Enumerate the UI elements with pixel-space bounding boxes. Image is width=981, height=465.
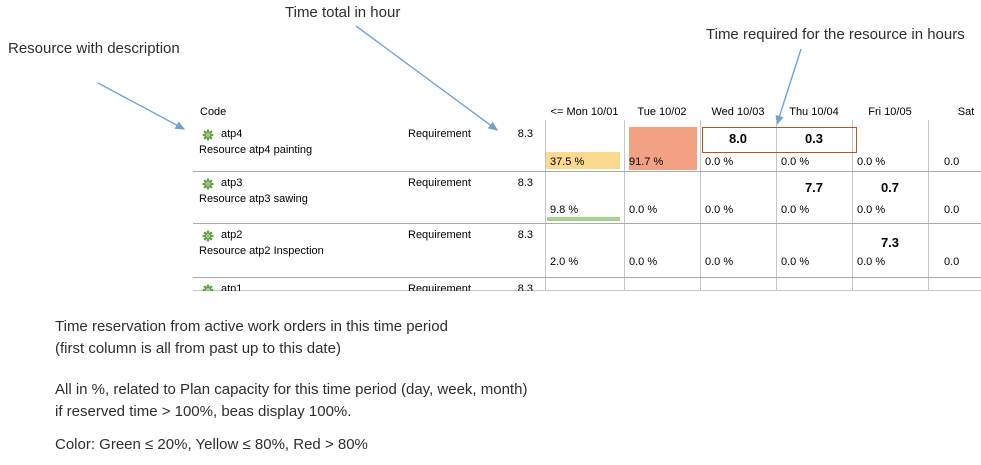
resource-gear-icon [202, 283, 214, 291]
column-header-mon: <= Mon 10/01 [550, 106, 619, 118]
required-hours: 7.3 [880, 235, 900, 250]
day-cell-sat[interactable]: 0.0 [928, 171, 981, 223]
total-hours: 8.3 [517, 229, 533, 241]
utilization-fill-red [629, 127, 697, 170]
day-cell-fri[interactable]: 7.3 0.0 % [852, 223, 928, 277]
utilization-percent: 0.0 % [857, 256, 886, 268]
required-hours: 0.3 [804, 131, 824, 146]
utilization-percent: 0.0 % [629, 256, 658, 268]
column-header-sat: Sat [957, 106, 975, 118]
day-cell-thu[interactable]: 0.0 % [776, 223, 852, 277]
utilization-percent: 0.0 [944, 256, 960, 268]
table-row-atp4[interactable]: atp4 Requirement 8.3 Resource atp4 paint… [193, 122, 981, 171]
required-hours: 0.7 [880, 180, 900, 195]
annotation-time-required: Time required for the resource in hours [706, 26, 965, 43]
utilization-percent: 0.0 % [781, 156, 810, 168]
day-cell-fri[interactable]: 0.7 0.0 % [852, 171, 928, 223]
day-cell-tue[interactable]: 91.7 % [624, 122, 700, 171]
day-cell-wed[interactable]: 0.0 % [700, 223, 776, 277]
table-row-atp2[interactable]: atp2 Requirement 8.3 Resource atp2 Inspe… [193, 223, 981, 277]
note-line: (first column is all from past up to thi… [55, 340, 341, 357]
grid-hline [193, 171, 981, 172]
utilization-percent: 0.0 % [705, 204, 734, 216]
arrow-resource-icon [97, 82, 186, 130]
grid-vline [624, 120, 625, 290]
utilization-percent: 0.0 % [629, 204, 658, 216]
utilization-percent: 0.0 [944, 204, 960, 216]
resource-code: atp2 [221, 229, 243, 241]
day-cell-tue[interactable]: 0.0 % [624, 223, 700, 277]
required-hours: 8.0 [728, 131, 748, 146]
resource-gear-icon [202, 128, 214, 141]
total-hours: 8.3 [517, 177, 533, 189]
grid-hline [193, 290, 981, 291]
required-hours: 7.7 [804, 180, 824, 195]
resource-gear-icon [202, 229, 214, 242]
grid-hline [193, 223, 981, 224]
utilization-percent: 91.7 % [629, 156, 664, 168]
utilization-fill-yellow [546, 152, 620, 169]
grid-hline [193, 277, 981, 278]
hours-callout-box [702, 127, 857, 153]
annotation-time-total-in-hour: Time total in hour [285, 4, 401, 21]
utilization-percent: 37.5 % [550, 156, 585, 168]
resource-code: atp1 [221, 283, 243, 291]
note-line: All in %, related to Plan capacity for t… [55, 381, 528, 398]
day-cell-mon[interactable]: 2.0 % [545, 223, 624, 277]
utilization-percent: 0.0 % [705, 256, 734, 268]
utilization-percent: 0.0 [944, 156, 960, 168]
utilization-percent: 0.0 % [857, 156, 886, 168]
note-line: Time reservation from active work orders… [55, 318, 448, 335]
day-cell-wed[interactable]: 0.0 % [700, 171, 776, 223]
resource-description: Resource atp2 Inspection [199, 245, 324, 257]
resource-description: Resource atp3 sawing [199, 193, 308, 205]
requirement-label: Requirement [408, 229, 471, 241]
column-header-wed: Wed 10/03 [711, 106, 765, 118]
utilization-bar-green [547, 217, 620, 221]
day-cell-sat[interactable]: 0.0 [928, 223, 981, 277]
day-cell-fri[interactable]: 0.0 % [852, 122, 928, 171]
annotation-resource-with-description: Resource with description [8, 40, 180, 57]
grid-vline [545, 120, 546, 290]
grid-vline [700, 120, 701, 290]
utilization-percent: 0.0 % [705, 156, 734, 168]
total-hours: 8.3 [517, 128, 533, 140]
day-cell-wed[interactable]: 8.0 0.0 % [700, 122, 776, 171]
note-line: Color: Green ≤ 20%, Yellow ≤ 80%, Red > … [55, 436, 368, 453]
day-cell-thu[interactable]: 0.3 0.0 % [776, 122, 852, 171]
utilization-percent: 2.0 % [550, 256, 579, 268]
resource-code: atp4 [221, 128, 243, 140]
utilization-percent: 0.0 % [781, 256, 810, 268]
column-header-tue: Tue 10/02 [637, 106, 687, 118]
column-header-thu: Thu 10/04 [789, 106, 839, 118]
utilization-percent: 9.8 % [550, 204, 579, 216]
grid-vline [776, 120, 777, 290]
requirement-label: Requirement [408, 128, 471, 140]
grid-vline [928, 120, 929, 290]
column-header-code: Code [200, 106, 227, 118]
utilization-percent: 0.0 % [781, 204, 810, 216]
table-row-atp3[interactable]: atp3 Requirement 8.3 Resource atp3 sawin… [193, 171, 981, 223]
arrow-time-total-icon [355, 25, 499, 131]
day-cell-tue[interactable]: 0.0 % [624, 171, 700, 223]
table-row-atp1[interactable]: atp1 Requirement 8.3 [193, 277, 981, 291]
note-line: if reserved time > 100%, beas display 10… [55, 403, 352, 420]
utilization-percent: 0.0 % [857, 204, 886, 216]
resource-gear-icon [202, 177, 214, 190]
day-cell-mon[interactable]: 37.5 % [545, 122, 624, 171]
day-cell-sat[interactable]: 0.0 [928, 122, 981, 171]
day-cell-mon[interactable]: 9.8 % [545, 171, 624, 223]
column-header-fri: Fri 10/05 [868, 106, 912, 118]
requirement-label: Requirement [408, 283, 471, 291]
resource-description: Resource atp4 painting [199, 144, 313, 156]
grid-vline [852, 120, 853, 290]
day-cell-thu[interactable]: 7.7 0.0 % [776, 171, 852, 223]
requirement-label: Requirement [408, 177, 471, 189]
resource-code: atp3 [221, 177, 243, 189]
total-hours: 8.3 [517, 283, 533, 291]
